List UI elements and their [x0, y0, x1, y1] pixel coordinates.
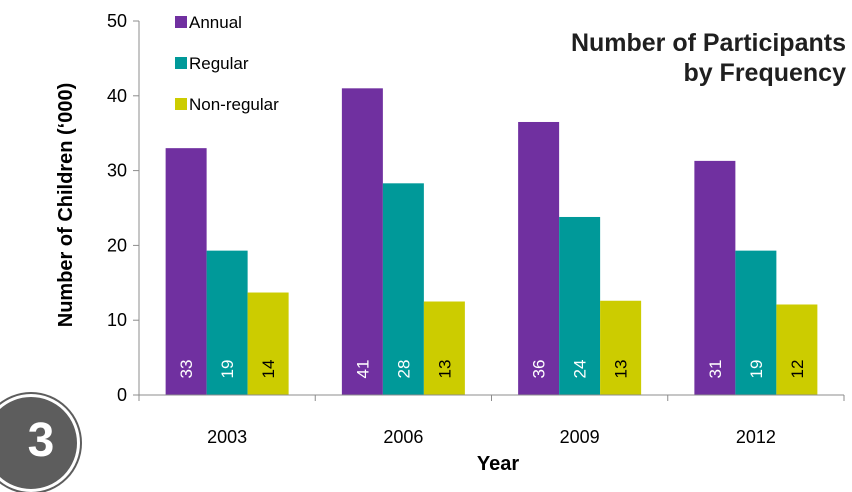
bar-value-label: 13 — [612, 360, 631, 379]
bar-regular-2003 — [206, 250, 248, 395]
bars-group: 33 19 14 41 28 13 36 24 13 31 19 12 — [165, 88, 818, 395]
y-tick-label: 40 — [107, 86, 127, 106]
bar-value-label: 12 — [788, 360, 807, 379]
bar-annual-2003 — [165, 148, 207, 395]
bar-regular-2009 — [559, 216, 601, 395]
y-tick-label: 30 — [107, 161, 127, 181]
legend-swatch-non-regular — [175, 98, 187, 110]
legend-swatch-annual — [175, 16, 187, 28]
x-tick-label: 2009 — [560, 427, 600, 447]
y-tick-label: 10 — [107, 310, 127, 330]
y-axis: 0 10 20 30 40 50 — [107, 11, 140, 405]
bar-regular-2012 — [735, 250, 777, 395]
y-tick-label: 0 — [117, 385, 127, 405]
bar-value-label: 19 — [747, 360, 766, 379]
bar-value-label: 19 — [218, 360, 237, 379]
x-axis-title: Year — [477, 453, 519, 475]
bar-non-regular-2006 — [423, 301, 465, 395]
bar-annual-2012 — [694, 160, 736, 395]
bar-regular-2006 — [382, 183, 424, 395]
x-tick-label: 2012 — [736, 427, 776, 447]
bar-annual-2006 — [341, 88, 383, 395]
legend: Annual Regular Non-regular — [175, 13, 279, 114]
bar-value-label: 41 — [353, 360, 372, 379]
bar-non-regular-2009 — [600, 300, 642, 395]
bar-non-regular-2012 — [776, 304, 818, 395]
step-number-badge: 3 — [0, 394, 80, 492]
y-tick-label: 20 — [107, 235, 127, 255]
legend-label-regular: Regular — [189, 54, 249, 73]
bar-annual-2009 — [518, 121, 560, 395]
chart-title: Number of Participants by Frequency — [426, 28, 846, 88]
chart-title-line-2: by Frequency — [683, 59, 846, 87]
bar-value-label: 28 — [394, 360, 413, 379]
legend-swatch-regular — [175, 57, 187, 69]
step-number: 3 — [27, 414, 55, 467]
y-axis-title: Number of Children (‘000) — [55, 83, 77, 327]
bar-non-regular-2003 — [247, 292, 289, 395]
bar-value-label: 31 — [706, 360, 725, 379]
bar-value-label: 36 — [530, 360, 549, 379]
x-tick-label: 2003 — [207, 427, 247, 447]
bar-value-label: 14 — [259, 360, 278, 379]
legend-label-annual: Annual — [189, 13, 242, 32]
x-tick-label: 2006 — [383, 427, 423, 447]
x-axis: 2003 2006 2009 2012 — [138, 394, 845, 447]
bar-value-label: 24 — [571, 360, 590, 379]
chart-title-line-1: Number of Participants — [570, 29, 846, 57]
y-tick-label: 50 — [107, 11, 127, 31]
bar-value-label: 13 — [435, 360, 454, 379]
legend-label-non-regular: Non-regular — [189, 95, 279, 114]
bar-value-label: 33 — [177, 360, 196, 379]
participants-chart: 0 10 20 30 40 50 33 19 14 41 28 13 36 24 13 31 19 12 200… — [55, 11, 845, 475]
